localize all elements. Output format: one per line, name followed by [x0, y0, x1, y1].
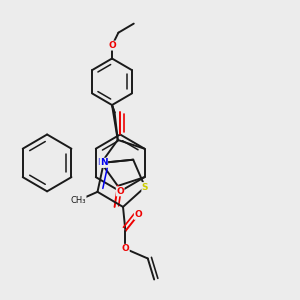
Text: N: N	[100, 158, 108, 167]
Text: N: N	[98, 158, 105, 167]
Text: O: O	[116, 187, 124, 196]
Text: CH₃: CH₃	[71, 196, 86, 205]
Text: O: O	[134, 210, 142, 219]
Text: O: O	[108, 41, 116, 50]
Text: O: O	[122, 244, 129, 253]
Text: S: S	[142, 182, 148, 191]
